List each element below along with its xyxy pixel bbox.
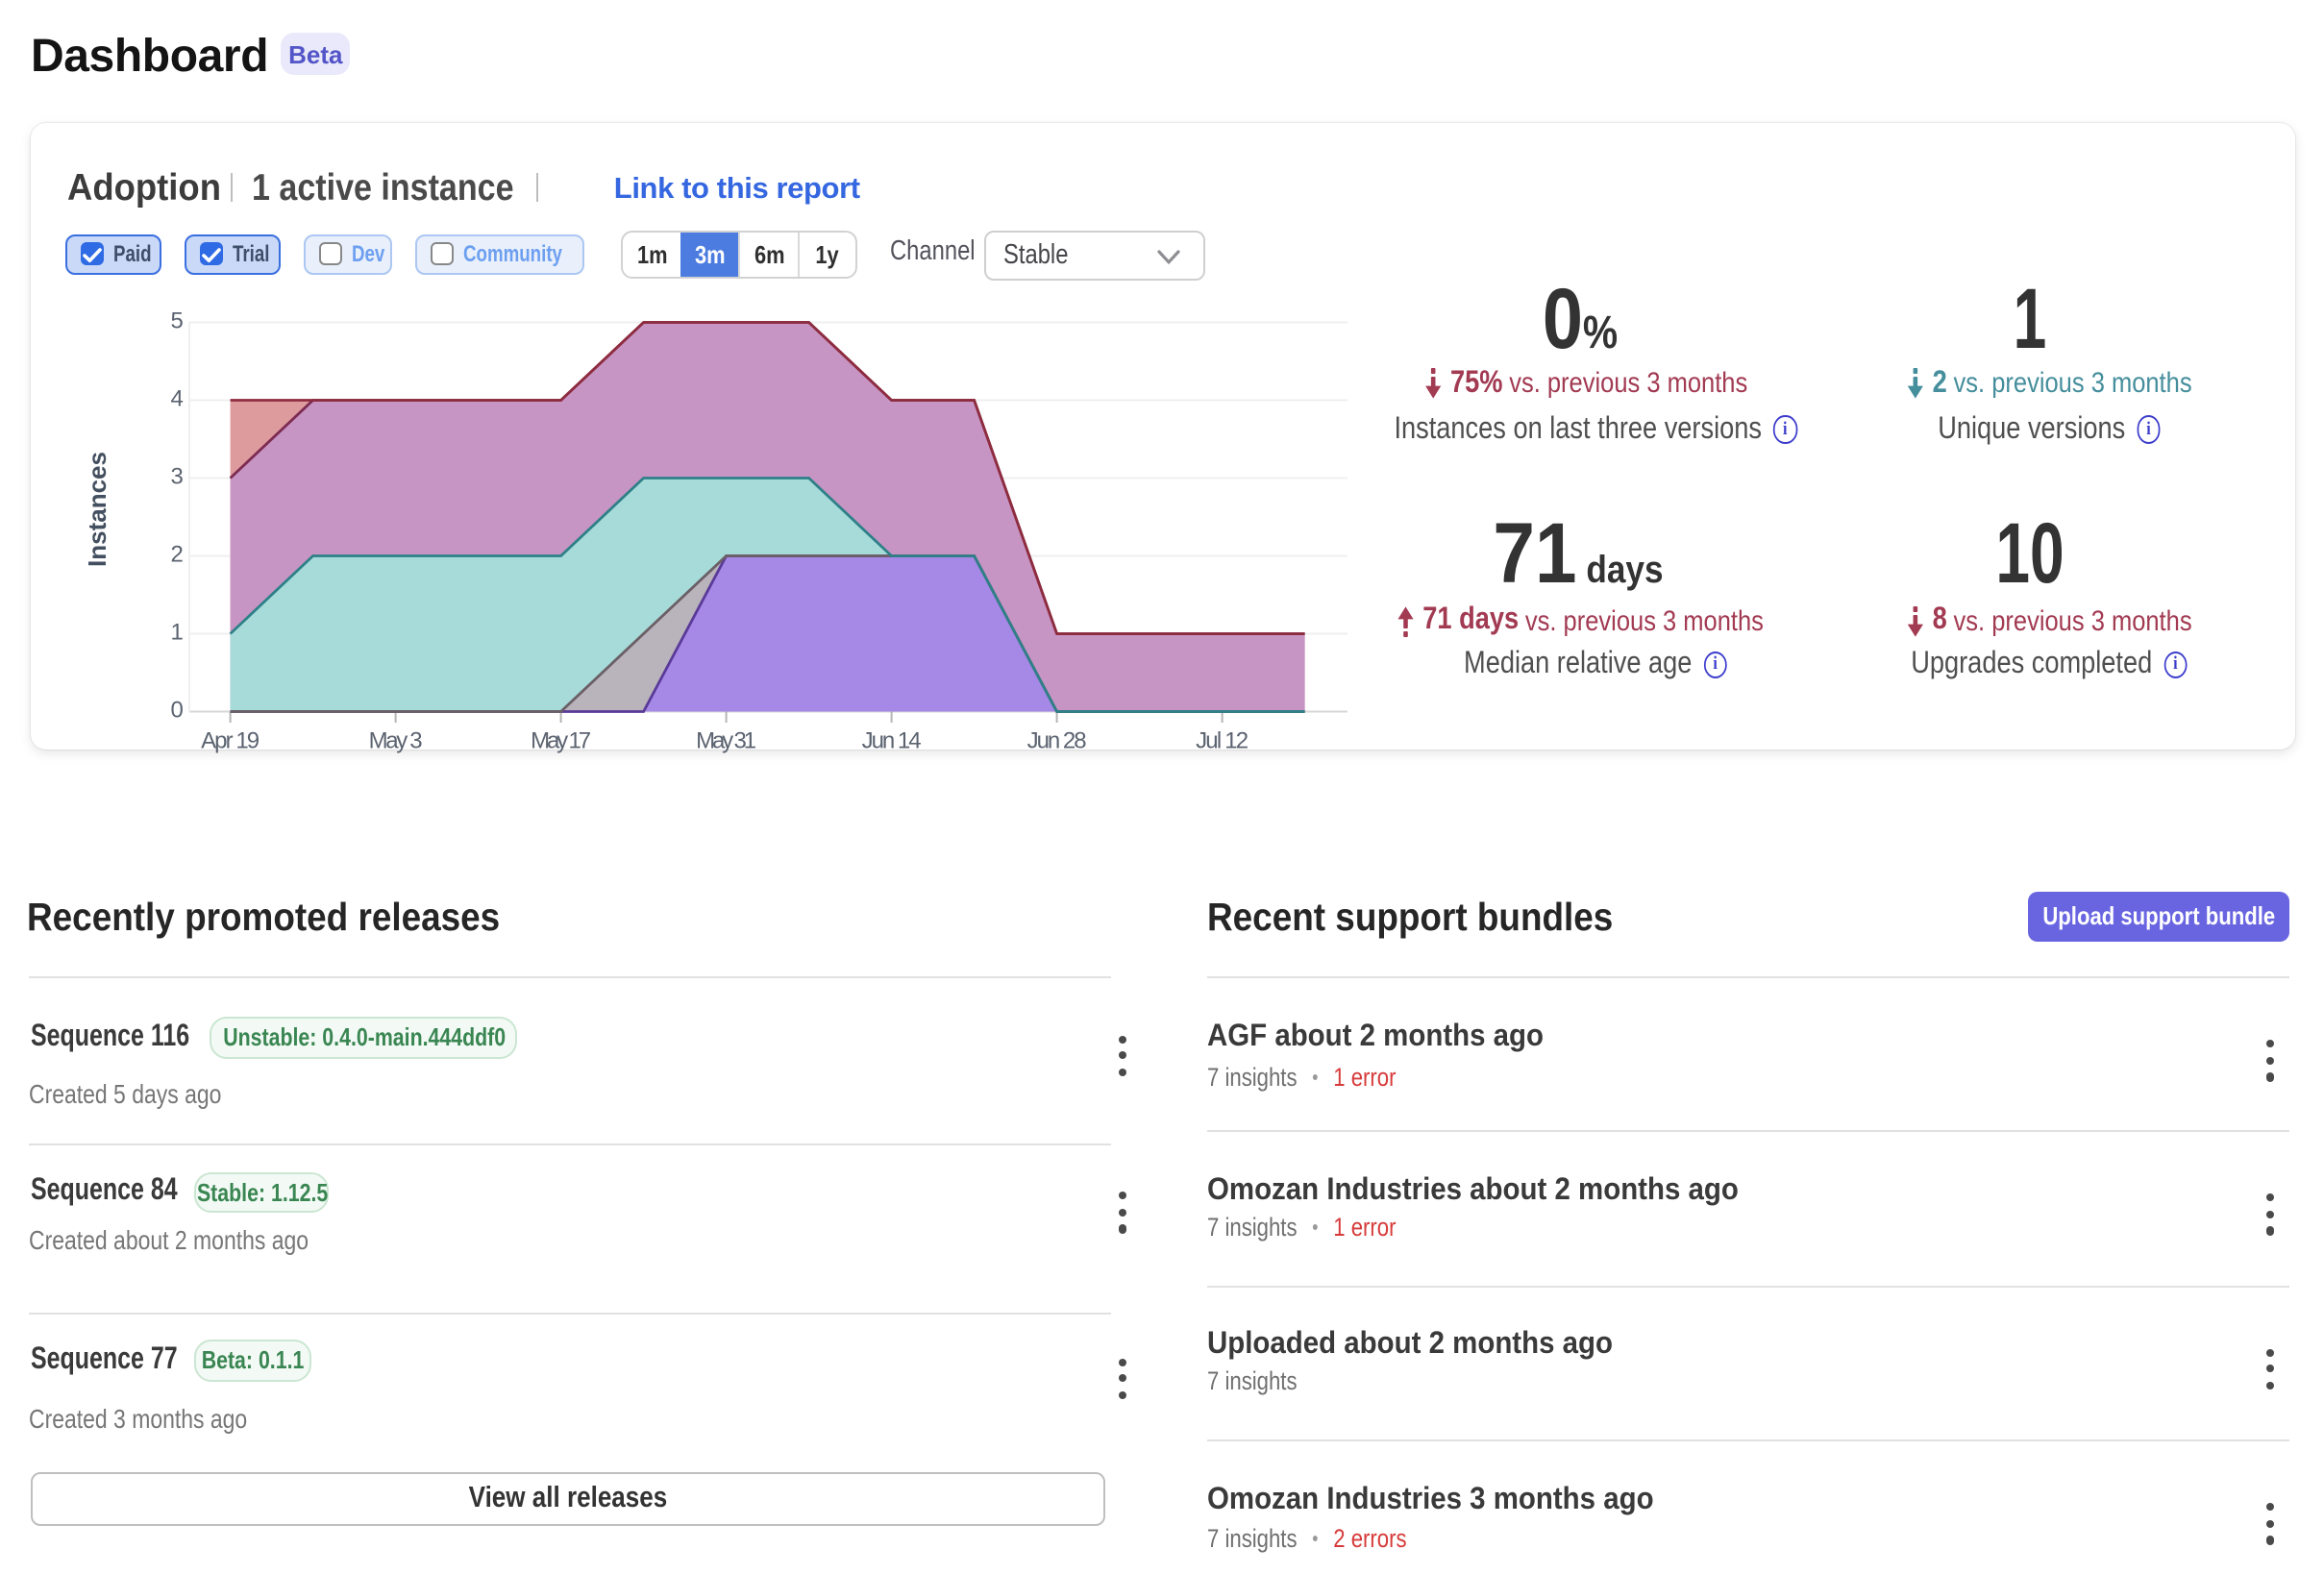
svg-text:2: 2 bbox=[170, 541, 183, 567]
svg-text:Jun 28: Jun 28 bbox=[1027, 728, 1087, 754]
svg-text:Apr 19: Apr 19 bbox=[201, 728, 260, 754]
svg-text:1: 1 bbox=[170, 619, 183, 645]
svg-text:May 3: May 3 bbox=[369, 728, 423, 754]
svg-text:3: 3 bbox=[170, 463, 183, 489]
svg-text:Instances: Instances bbox=[83, 452, 111, 567]
svg-text:Jul 12: Jul 12 bbox=[1196, 728, 1249, 754]
svg-text:Jun 14: Jun 14 bbox=[862, 728, 922, 754]
svg-text:4: 4 bbox=[170, 385, 183, 411]
svg-text:May 31: May 31 bbox=[696, 728, 756, 754]
svg-text:0: 0 bbox=[170, 697, 183, 723]
svg-text:May 17: May 17 bbox=[531, 728, 591, 754]
svg-text:5: 5 bbox=[170, 307, 183, 333]
